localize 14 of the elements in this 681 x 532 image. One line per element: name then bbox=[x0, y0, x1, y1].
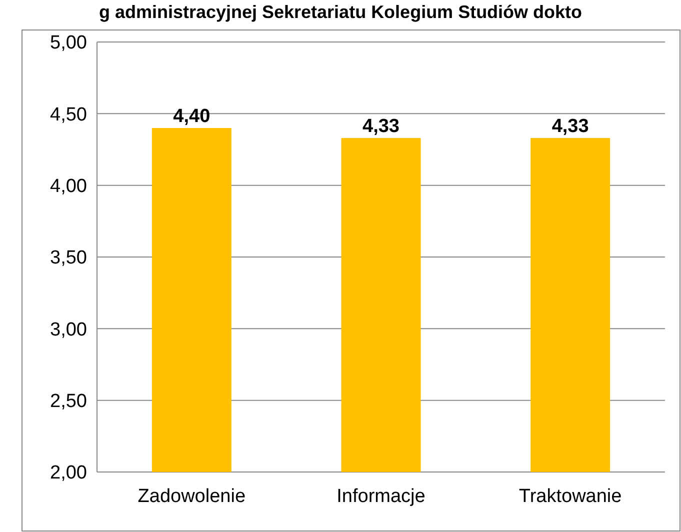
y-tick-label: 3,50 bbox=[50, 248, 87, 269]
y-tick-label: 2,50 bbox=[50, 390, 87, 412]
x-tick-label: Traktowanie bbox=[518, 486, 622, 507]
data-label: 4,33 bbox=[552, 116, 589, 138]
y-tick-label: 2,00 bbox=[50, 462, 87, 484]
x-tick-label: Zadowolenie bbox=[138, 486, 246, 507]
y-tick-label: 5,00 bbox=[50, 32, 87, 54]
data-label: 4,40 bbox=[173, 106, 210, 127]
y-tick-label: 4,00 bbox=[50, 176, 87, 197]
x-tick-label: Informacje bbox=[336, 486, 426, 507]
chart-title: g administracyjnej Sekretariatu Kolegium Studiów dokto bbox=[98, 2, 582, 22]
y-tick-label: 4,50 bbox=[50, 104, 87, 126]
data-label: 4,33 bbox=[362, 116, 400, 138]
y-tick-label: 3,00 bbox=[50, 319, 87, 340]
